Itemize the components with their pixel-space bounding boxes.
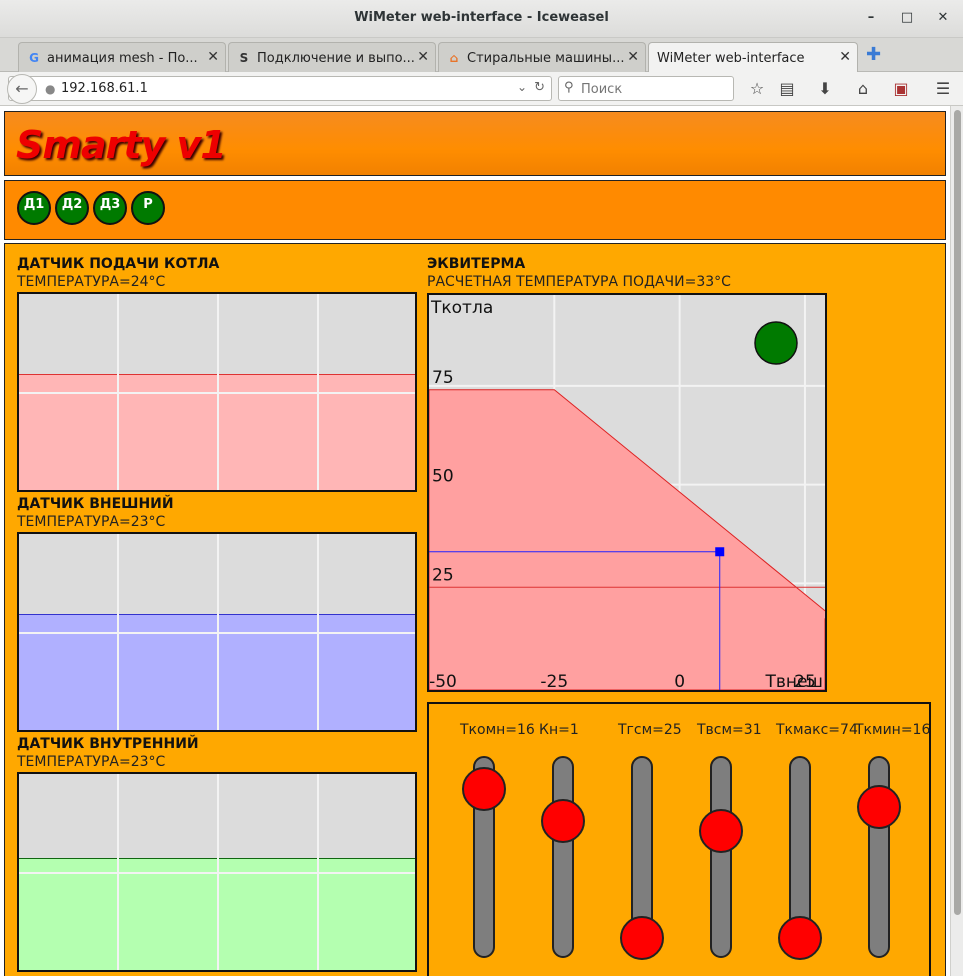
slider-knob[interactable] [462,766,506,811]
tab-2[interactable]: S Подключение и выпо... ✕ [228,42,436,72]
curve-area [429,389,825,690]
close-window-icon[interactable]: ✕ [937,10,949,25]
slider-label: Кн=1 [539,722,579,738]
close-tab-icon[interactable]: ✕ [207,49,219,65]
sensor-chart [17,532,417,732]
maximize-icon[interactable]: □ [900,10,914,25]
settings-sliders-panel: Ткомн=16 Кн=1 Тгсм=25 Твсм=31 Ткмакс=74 Ткмин… [427,702,931,976]
tab-3[interactable]: ⌂ Стиральные машины... ✕ [438,42,646,72]
y-tick-label: 75 [432,368,454,388]
chevron-down-icon[interactable]: ⌄ [516,80,527,94]
y-axis-label: Ткотла [430,298,493,318]
slider-knob[interactable] [778,916,822,960]
nav-button-d1[interactable]: Д1 [17,191,51,225]
search-icon: ⚲ [564,80,574,95]
tab-1[interactable]: G анимация mesh - По... ✕ [18,42,226,72]
tab-4-active[interactable]: WiMeter web-interface ✕ [648,42,858,72]
addon-icon[interactable]: ▣ [893,79,909,98]
grid-line [19,392,415,394]
tab-label: Подключение и выпо... [257,51,415,66]
download-icon[interactable]: ⬇ [818,79,832,98]
sensor-reading: ТЕМПЕРАТУРА=23°С [17,754,166,770]
search-bar[interactable]: ⚲ [558,76,734,101]
slider-label: Ткомн=16 [460,722,535,738]
window-title: WiMeter web-interface - Iceweasel [354,10,609,25]
reading-list-icon[interactable]: ▤ [779,79,795,98]
app-header: Smarty v1 [4,111,946,176]
sensor-title: ДАТЧИК ПОДАЧИ КОТЛА [17,256,220,272]
slider-label: Ткмакс=74 [776,722,858,738]
grid-line [19,632,415,634]
y-tick-label: 50 [432,467,454,487]
sensor-title: ДАТЧИК ВНУТРЕННИЙ [17,736,199,752]
x-axis-label: Твнеш [764,672,823,690]
home-icon[interactable]: ⌂ [857,79,869,98]
tab-label: Стиральные машины... [467,51,625,66]
sensor-chart [17,292,417,492]
url-bar[interactable]: ← ● 192.168.61.1 ⌄ ↻ [7,74,552,104]
equitherm-title: ЭКВИТЕРМА [427,256,526,272]
site-icon: S [239,51,249,65]
page-scrollbar[interactable] [950,106,963,976]
new-tab-icon[interactable]: ✚ [866,44,882,65]
app-logo: Smarty v1 [16,123,227,167]
tab-label: WiMeter web-interface [657,51,805,66]
equitherm-chart: Ткотла 75 50 25 -50 -25 0 25 Твнеш [427,293,827,692]
grid-line [19,872,415,874]
current-point-marker [715,547,725,557]
reload-icon[interactable]: ↻ [534,80,545,95]
nav-button-d2[interactable]: Д2 [55,191,89,225]
window-titlebar: WiMeter web-interface - Iceweasel – □ ✕ [0,0,963,38]
site-icon: ⌂ [449,51,459,65]
slider-label: Твсм=31 [697,722,762,738]
status-indicator [754,321,798,365]
tab-label: анимация mesh - По... [47,51,198,66]
sensor-nav-panel: Д1 Д2 Д3 Р [4,180,946,240]
y-tick-label: 25 [432,565,454,585]
sensor-reading: ТЕМПЕРАТУРА=23°С [17,514,166,530]
nav-button-d3[interactable]: Д3 [93,191,127,225]
slider-track[interactable] [710,756,732,958]
nav-button-r[interactable]: Р [131,191,165,225]
x-tick-label: 25 [794,672,816,690]
back-icon[interactable]: ← [7,74,37,104]
search-input[interactable] [581,80,729,98]
sensor-title: ДАТЧИК ВНЕШНИЙ [17,496,174,512]
close-tab-icon[interactable]: ✕ [839,49,851,65]
x-tick-label: -50 [429,672,457,690]
x-tick-label: 0 [674,672,685,690]
navigation-bar: ← ● 192.168.61.1 ⌄ ↻ ⚲ ☆ ▤ ⬇ ⌂ ▣ ☰ [0,72,963,106]
tab-bar: G анимация mesh - По... ✕ S Подключение … [0,38,963,72]
sensor-reading: ТЕМПЕРАТУРА=24°С [17,274,166,290]
globe-icon: ● [45,82,56,96]
google-icon: G [29,51,39,65]
bookmark-star-icon[interactable]: ☆ [749,79,765,98]
scrollbar-thumb[interactable] [954,110,961,915]
minimize-icon[interactable]: – [867,10,875,25]
close-tab-icon[interactable]: ✕ [627,49,639,65]
slider-label: Ткмин=16 [855,722,931,738]
slider-knob[interactable] [620,916,664,960]
close-tab-icon[interactable]: ✕ [417,49,429,65]
slider-track[interactable] [552,756,574,958]
slider-knob[interactable] [699,809,743,854]
slider-knob[interactable] [857,784,901,829]
slider-label: Тгсм=25 [618,722,682,738]
sensor-chart [17,772,417,972]
x-tick-label: -25 [540,672,568,690]
menu-icon[interactable]: ☰ [935,79,951,98]
url-text[interactable]: 192.168.61.1 [61,81,148,96]
equitherm-reading: РАСЧЕТНАЯ ТЕМПЕРАТУРА ПОДАЧИ=33°С [427,274,731,290]
slider-knob[interactable] [541,799,585,844]
